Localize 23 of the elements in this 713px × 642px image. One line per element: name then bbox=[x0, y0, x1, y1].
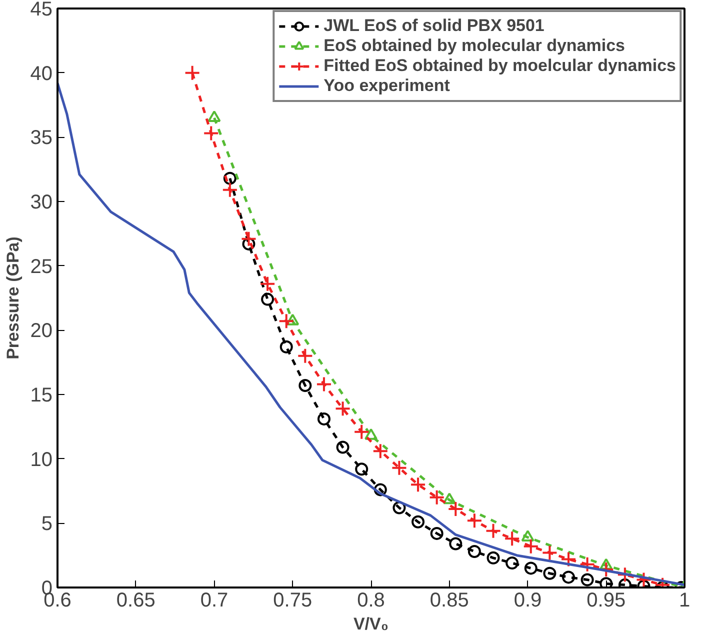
y-tick-label: 20 bbox=[30, 320, 53, 342]
legend-label: Fitted EoS obtained by moelcular dynamics bbox=[324, 56, 676, 76]
y-tick-label: 10 bbox=[30, 448, 53, 471]
y-tick-label: 15 bbox=[30, 384, 53, 406]
legend-label: EoS obtained by molecular dynamics bbox=[324, 36, 626, 56]
x-tick-label: 0.85 bbox=[430, 590, 469, 612]
y-tick-label: 40 bbox=[30, 62, 53, 85]
x-tick-label: 0.7 bbox=[200, 590, 228, 612]
x-tick-label: 0.65 bbox=[116, 590, 156, 612]
legend-label: Yoo experiment bbox=[324, 76, 450, 96]
legend-label: JWL EoS of solid PBX 9501 bbox=[324, 16, 544, 36]
y-tick-label: 30 bbox=[30, 192, 53, 214]
x-tick-label: 0.75 bbox=[273, 590, 312, 612]
x-tick-label: 0.95 bbox=[586, 590, 626, 612]
y-tick-label: 5 bbox=[41, 513, 52, 536]
y-tick-label: 35 bbox=[30, 127, 53, 150]
y-tick-label: 25 bbox=[30, 256, 53, 278]
x-tick-label: 0.8 bbox=[357, 590, 385, 612]
y-axis-title: Pressure (GPa) bbox=[3, 236, 22, 360]
y-tick-label: 45 bbox=[30, 0, 53, 20]
x-tick-label: 1 bbox=[678, 590, 690, 612]
x-tick-label: 0.9 bbox=[514, 590, 542, 612]
x-axis-title: V/V₀ bbox=[353, 614, 389, 634]
